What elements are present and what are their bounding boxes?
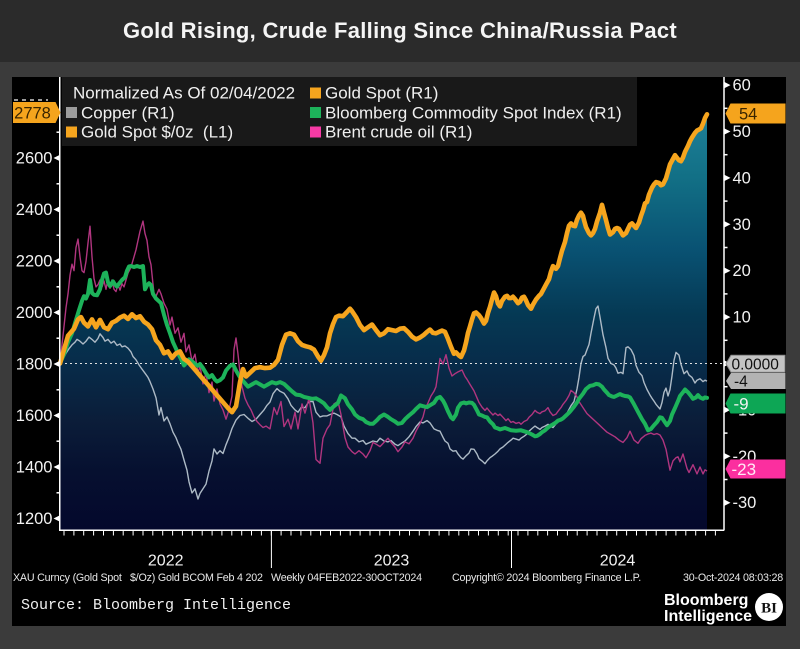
svg-text:2022: 2022 [148,553,184,570]
svg-text:Bloomberg Commodity Spot Index: Bloomberg Commodity Spot Index (R1) [325,104,622,123]
svg-text:40: 40 [733,169,751,187]
svg-text:2600: 2600 [16,150,53,168]
svg-text:Gold Spot (R1): Gold Spot (R1) [325,84,438,103]
svg-text:Copyright© 2024 Bloomberg Fina: Copyright© 2024 Bloomberg Finance L.P. [452,572,641,584]
svg-text:54: 54 [739,105,757,123]
svg-text:2200: 2200 [16,253,53,271]
svg-text:Weekly 04FEB2022-30OCT2024: Weekly 04FEB2022-30OCT2024 [271,572,422,584]
svg-text:Gold Spot $/0z (L1): Gold Spot $/0z (L1) [81,123,233,142]
svg-text:1400: 1400 [16,459,53,477]
svg-text:Source: Bloomberg Intelligence: Source: Bloomberg Intelligence [21,597,291,614]
svg-text:Normalized As Of 02/04/2022: Normalized As Of 02/04/2022 [73,84,295,103]
svg-text:Brent crude oil (R1): Brent crude oil (R1) [325,123,472,142]
svg-text:1600: 1600 [16,407,53,425]
svg-text:30: 30 [733,216,751,234]
svg-text:0.0000: 0.0000 [732,356,780,373]
svg-text:2024: 2024 [600,553,636,570]
svg-text:-4: -4 [734,374,748,391]
svg-text:2778: 2778 [14,105,51,123]
svg-text:Gold Rising, Crude Falling Sin: Gold Rising, Crude Falling Since China/R… [123,18,677,43]
svg-text:10: 10 [733,309,751,327]
svg-text:XAU Curncy (Gold Spot $/Oz): XAU Curncy (Gold Spot $/Oz) Gold BCOM Fe… [13,572,263,584]
svg-text:60: 60 [733,77,751,95]
svg-text:Bloomberg: Bloomberg [664,592,748,609]
svg-text:2000: 2000 [16,304,53,322]
svg-text:BI: BI [761,601,777,617]
svg-text:-9: -9 [734,395,749,414]
svg-text:Copper (R1): Copper (R1) [81,104,175,123]
svg-text:20: 20 [733,262,751,280]
svg-text:1800: 1800 [16,356,53,374]
svg-text:Intelligence: Intelligence [664,608,752,625]
svg-text:2023: 2023 [374,553,410,570]
svg-text:-23: -23 [732,460,757,479]
svg-text:30-Oct-2024 08:03:28: 30-Oct-2024 08:03:28 [683,572,783,584]
svg-text:50: 50 [733,123,751,141]
svg-text:-30: -30 [733,494,757,512]
svg-text:2400: 2400 [16,201,53,219]
svg-text:1200: 1200 [16,510,53,528]
